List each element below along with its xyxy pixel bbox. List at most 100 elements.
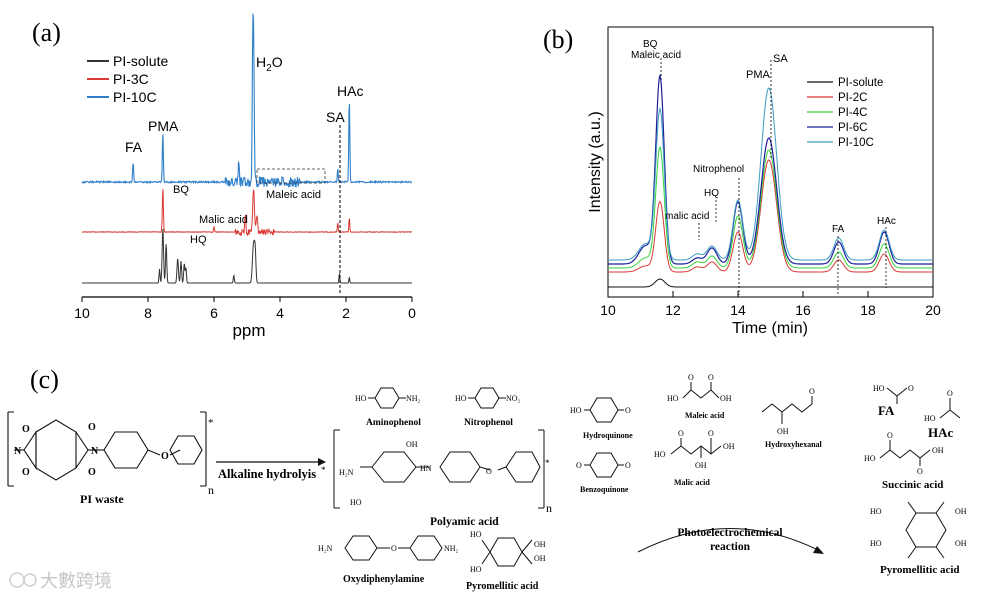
aminophenol-label: Aminophenol — [366, 418, 421, 428]
fa-structure — [886, 387, 908, 404]
benzoquinone-label: Benzoquinone — [580, 485, 629, 494]
fa-label: FA — [878, 403, 895, 418]
malic-ho-1: HO — [654, 450, 666, 459]
pi-o-1: O — [22, 424, 30, 435]
label-fa-b: FA — [832, 224, 845, 235]
label-fa-a: FA — [125, 139, 143, 155]
x-axis-label-a: ppm — [232, 321, 265, 340]
benzoquinone-structure — [584, 452, 624, 478]
label-bq-b: BQ — [643, 39, 658, 50]
legend-b: PI-solute PI-2C PI-4C PI-6C PI-10C — [807, 77, 883, 149]
polyamic-n-subscript: n — [546, 501, 552, 515]
pyromellitic-large-oh1: OH — [955, 507, 967, 516]
hydroxyhexanal-o: O — [809, 387, 815, 396]
malic-o-1: O — [678, 429, 684, 438]
series-line-pi-10c-b — [608, 87, 933, 261]
series-line-pi-4c — [608, 146, 933, 269]
legend-label-b1: PI-2C — [838, 92, 867, 104]
polyamic-label: Polyamic acid — [430, 516, 499, 528]
maleic-acid-box — [256, 168, 326, 184]
label-sa-a: SA — [326, 109, 345, 125]
nitrophenol-ho: HO — [455, 394, 467, 403]
alkaline-hydrolysis-label: Alkaline hydrolyis — [218, 467, 316, 481]
series-line-pi-solute-b — [608, 278, 933, 288]
pec-arrowhead — [813, 546, 824, 554]
hac-structure — [939, 398, 961, 419]
pyromellitic-large-ho1: HO — [870, 507, 882, 516]
x-tick-label-b-12: 12 — [665, 302, 681, 318]
watermark-logo-icon-2 — [23, 573, 37, 587]
pi-waste-structure — [7, 411, 207, 487]
hydroxyhexanal-oh: OH — [777, 427, 789, 436]
panel-c: (c) N N O O O O O * n PI waste Alkaline … — [7, 365, 967, 592]
malic-o-2: O — [708, 429, 714, 438]
pi-waste-label: PI waste — [80, 492, 124, 506]
x-axis-label-b: Time (min) — [732, 320, 808, 337]
legend-label-b2: PI-4C — [838, 107, 867, 119]
x-tick-label-b-16: 16 — [795, 302, 811, 318]
succinic-o2: O — [917, 467, 923, 476]
legend-a: PI-solute PI-3C PI-10C — [87, 53, 168, 105]
maleic-label: Maleic acid — [685, 411, 725, 420]
label-sa-b: SA — [773, 53, 788, 65]
oxydiphenylamine-h2n: H₂N — [318, 544, 333, 553]
hac-o: O — [947, 389, 953, 398]
polyamic-ether-o: O — [486, 467, 492, 476]
legend-label-b3: PI-6C — [838, 122, 867, 134]
hydroquinone-structure — [584, 397, 624, 423]
pyromellitic-small-oh1: OH — [534, 540, 546, 549]
aminophenol-structure — [368, 387, 406, 409]
maleic-o2: O — [708, 373, 714, 382]
pyromellitic-large-label: Pyromellitic acid — [880, 564, 960, 576]
series-line-pi-solute — [82, 229, 412, 284]
panel-b: (b) 10 12 14 16 18 20 Time (min) Intensity (a… — [543, 25, 941, 337]
nitrophenol-structure — [468, 387, 506, 409]
succinic-o1: O — [887, 431, 893, 440]
label-bq-a: BQ — [173, 184, 189, 196]
nitrophenol-label: Nitrophenol — [464, 418, 513, 428]
hac-label: HAc — [928, 425, 954, 440]
oxydiphenylamine-label: Oxydiphenylamine — [343, 574, 425, 585]
x-ticks-b: 10 12 14 16 18 20 — [600, 291, 941, 318]
pi-o-2: O — [22, 467, 30, 478]
panel-a-letter: (a) — [32, 18, 61, 47]
maleic-o1: O — [688, 373, 694, 382]
polyamic-hn: HN — [420, 464, 432, 473]
panel-b-letter: (b) — [543, 25, 573, 54]
oxydiphenylamine-structure — [344, 535, 443, 561]
legend-label-b4: PI-10C — [838, 137, 874, 149]
pi-o-4: O — [88, 467, 96, 478]
label-nitrophenol-b: Nitrophenol — [693, 164, 744, 175]
series-line-pi-10c — [81, 13, 412, 189]
pyromellitic-small-oh2: OH — [534, 554, 546, 563]
pi-o-3: O — [88, 422, 96, 433]
malic-label: Malic acid — [674, 478, 710, 487]
x-tick-label-a-6: 6 — [210, 305, 218, 321]
malic-structure — [670, 438, 722, 458]
benzoquinone-o1: O — [576, 461, 582, 470]
watermark: 大數跨境 — [9, 571, 112, 591]
succinic-oh: OH — [932, 446, 944, 455]
label-hac-b: HAc — [877, 216, 896, 227]
maleic-ho: HO — [667, 394, 679, 403]
pyromellitic-small-ho2: HO — [470, 565, 482, 574]
pi-n-right: N — [91, 446, 99, 457]
fa-o: O — [908, 384, 914, 393]
watermark-text: 大數跨境 — [40, 571, 112, 591]
hydroquinone-ho: HO — [570, 406, 582, 415]
polyamic-h2n: H₂N — [339, 468, 354, 477]
x-tick-label-a-8: 8 — [144, 305, 152, 321]
maleic-structure — [682, 382, 720, 399]
plot-frame-b — [607, 26, 934, 298]
polyamic-asterisk: * — [545, 458, 550, 468]
pi-n-subscript: n — [208, 483, 214, 497]
succinic-ho: HO — [864, 454, 876, 463]
benzoquinone-o2: O — [625, 461, 631, 470]
oxydiphenylamine-o: O — [391, 544, 397, 553]
pec-label-1: Photoelectrochemical — [677, 527, 782, 539]
pec-arc — [637, 528, 823, 553]
x-tick-label-a-10: 10 — [74, 305, 90, 321]
x-tick-label-a-4: 4 — [276, 305, 284, 321]
series-line-pi-2c — [608, 159, 933, 273]
